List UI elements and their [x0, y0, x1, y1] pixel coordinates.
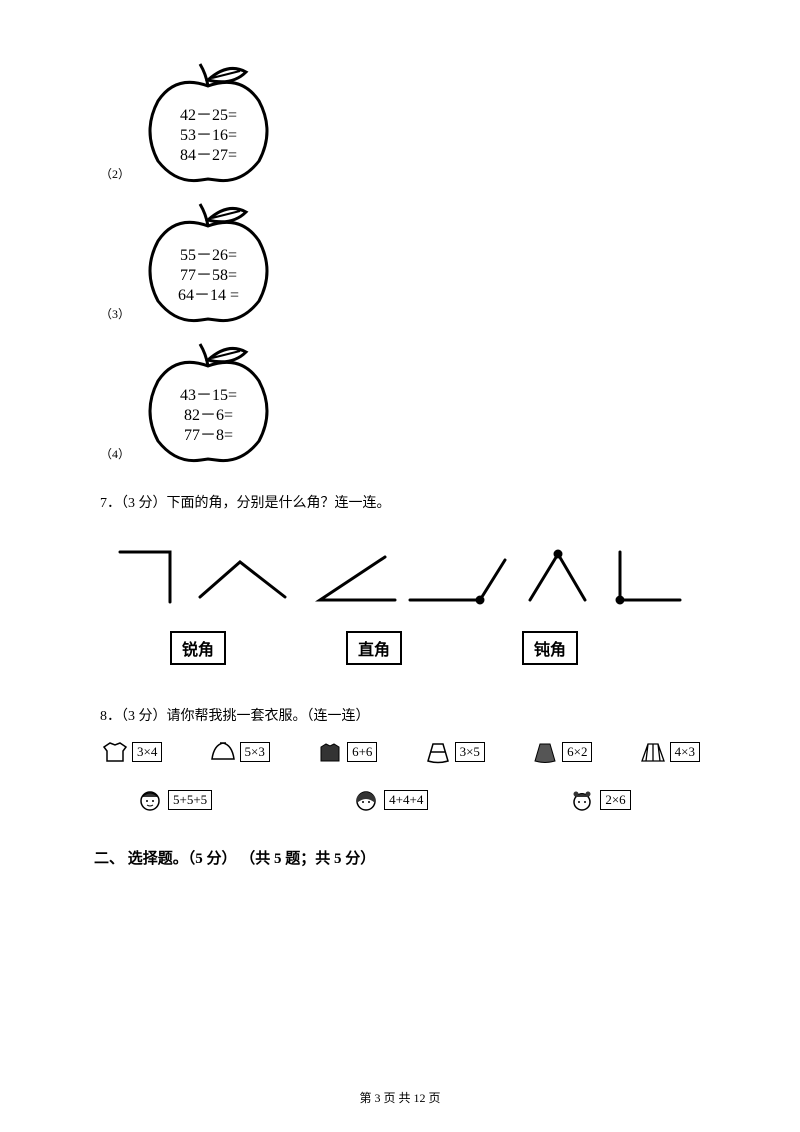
- cloth-item: 6×2: [530, 739, 592, 765]
- section-2-heading: 二、 选择题。（5 分） （共 5 题；共 5 分）: [94, 847, 700, 868]
- footer-mid: 页 共: [380, 1091, 413, 1105]
- equation: 43－15=: [136, 386, 281, 406]
- angle-diagram: 锐角 直角 钝角: [100, 542, 700, 665]
- cloth-item: 4×3: [638, 739, 700, 765]
- apple-shape: 42－25= 53－16= 84－27=: [136, 56, 281, 186]
- clothes-row: 3×4 5×3 6+6 3×5 6×2: [100, 739, 700, 765]
- equation: 42－25=: [136, 106, 281, 126]
- kid-face-icon: [352, 787, 382, 813]
- equation: 84－27=: [136, 146, 281, 166]
- cloth-item: 5×3: [208, 739, 270, 765]
- cape-icon: [208, 739, 238, 765]
- expression-box: 5×3: [240, 742, 270, 762]
- expression-box: 4×3: [670, 742, 700, 762]
- expression-box: 2×6: [600, 790, 630, 810]
- cloth-item: 3×5: [423, 739, 485, 765]
- cloth-item: 3×4: [100, 739, 162, 765]
- expression-box: 5+5+5: [168, 790, 212, 810]
- expression-box: 3×5: [455, 742, 485, 762]
- apple-problem-2: （2） 42－25= 53－16= 84－27=: [100, 56, 700, 186]
- apple-number: （2）: [100, 165, 130, 186]
- kid-face-icon: [568, 787, 598, 813]
- cloth-item: 6+6: [315, 739, 377, 765]
- shirt-icon: [100, 739, 130, 765]
- footer-suffix: 页: [426, 1091, 441, 1105]
- footer-page-total: 12: [414, 1091, 426, 1105]
- equation: 64－14 =: [136, 286, 281, 306]
- kid-face-icon: [136, 787, 166, 813]
- apple-shape: 55－26= 77－58= 64－14 =: [136, 196, 281, 326]
- kids-row: 5+5+5 4+4+4 2×6: [136, 787, 700, 813]
- kid-item: 5+5+5: [136, 787, 212, 813]
- angle-label-obtuse: 钝角: [522, 631, 578, 665]
- angle-label-acute: 锐角: [170, 631, 226, 665]
- equation: 53－16=: [136, 126, 281, 146]
- kid-item: 4+4+4: [352, 787, 428, 813]
- expression-box: 4+4+4: [384, 790, 428, 810]
- footer-prefix: 第: [359, 1091, 374, 1105]
- kid-item: 2×6: [568, 787, 630, 813]
- question-8: 8．（3 分）请你帮我挑一套衣服。（连一连）: [100, 705, 700, 725]
- page-footer: 第 3 页 共 12 页: [0, 1089, 800, 1106]
- skirt-icon: [638, 739, 668, 765]
- apple-shape: 43－15= 82－6= 77－8=: [136, 336, 281, 466]
- equation: 82－6=: [136, 406, 281, 426]
- equation: 77－58=: [136, 266, 281, 286]
- apple-problem-4: （4） 43－15= 82－6= 77－8=: [100, 336, 700, 466]
- expression-box: 3×4: [132, 742, 162, 762]
- skirt-icon: [530, 739, 560, 765]
- expression-box: 6×2: [562, 742, 592, 762]
- angle-label-right: 直角: [346, 631, 402, 665]
- sweater-icon: [315, 739, 345, 765]
- skirt-icon: [423, 739, 453, 765]
- apple-number: （3）: [100, 305, 130, 326]
- expression-box: 6+6: [347, 742, 377, 762]
- equation: 77－8=: [136, 426, 281, 446]
- apple-problem-3: （3） 55－26= 77－58= 64－14 =: [100, 196, 700, 326]
- question-7: 7．（3 分）下面的角，分别是什么角？连一连。: [100, 492, 700, 512]
- apple-number: （4）: [100, 445, 130, 466]
- equation: 55－26=: [136, 246, 281, 266]
